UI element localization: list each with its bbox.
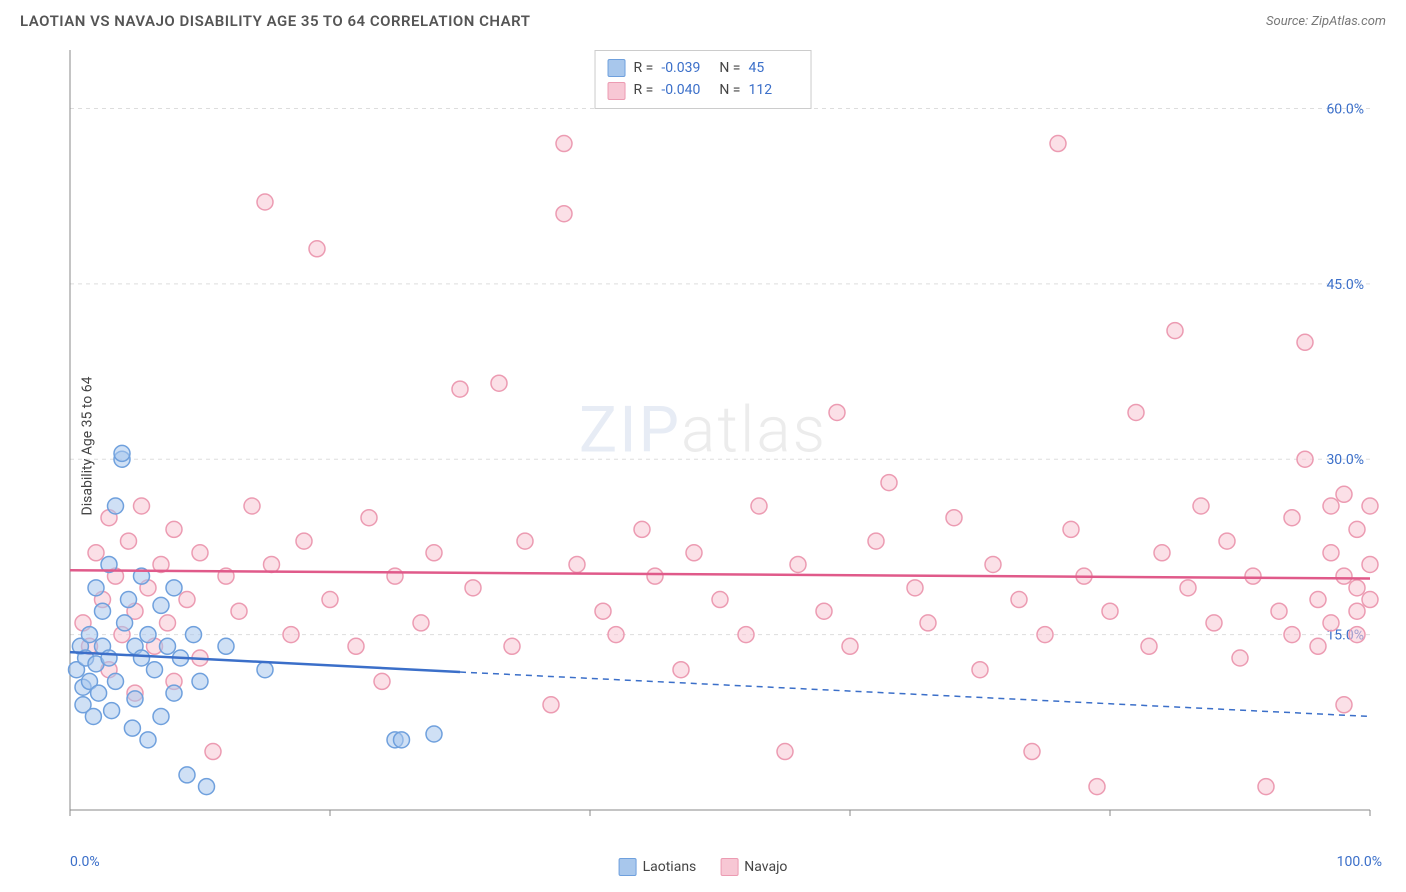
r-value-laotians: -0.039	[661, 57, 711, 79]
y-axis-title: Disability Age 35 to 64	[79, 377, 95, 516]
legend-label-navajo: Navajo	[744, 859, 787, 875]
svg-text:60.0%: 60.0%	[1326, 101, 1364, 117]
svg-text:45.0%: 45.0%	[1326, 277, 1364, 293]
swatch-navajo	[608, 82, 626, 100]
chart-title: LAOTIAN VS NAVAJO DISABILITY AGE 35 TO 6…	[20, 12, 530, 30]
scatter-plot-svg: 15.0%30.0%45.0%60.0%	[20, 50, 1380, 820]
x-label-min: 0.0%	[70, 854, 100, 870]
legend-item-laotians: Laotians	[619, 858, 697, 876]
n-value-laotians: 45	[748, 57, 798, 79]
correlation-stats-box: R = -0.039 N = 45 R = -0.040 N = 112	[595, 50, 812, 109]
r-value-navajo: -0.040	[661, 79, 711, 101]
stat-row-laotians: R = -0.039 N = 45	[608, 57, 799, 79]
chart-area: Disability Age 35 to 64 15.0%30.0%45.0%6…	[20, 50, 1386, 842]
legend-swatch-navajo	[720, 858, 738, 876]
x-label-max: 100.0%	[1337, 854, 1382, 870]
swatch-laotians	[608, 59, 626, 77]
legend: Laotians Navajo	[619, 858, 788, 876]
n-value-navajo: 112	[748, 79, 798, 101]
legend-item-navajo: Navajo	[720, 858, 787, 876]
svg-text:30.0%: 30.0%	[1326, 452, 1364, 468]
stat-row-navajo: R = -0.040 N = 112	[608, 79, 799, 101]
legend-label-laotians: Laotians	[643, 859, 697, 875]
legend-swatch-laotians	[619, 858, 637, 876]
source-attribution: Source: ZipAtlas.com	[1266, 14, 1386, 29]
